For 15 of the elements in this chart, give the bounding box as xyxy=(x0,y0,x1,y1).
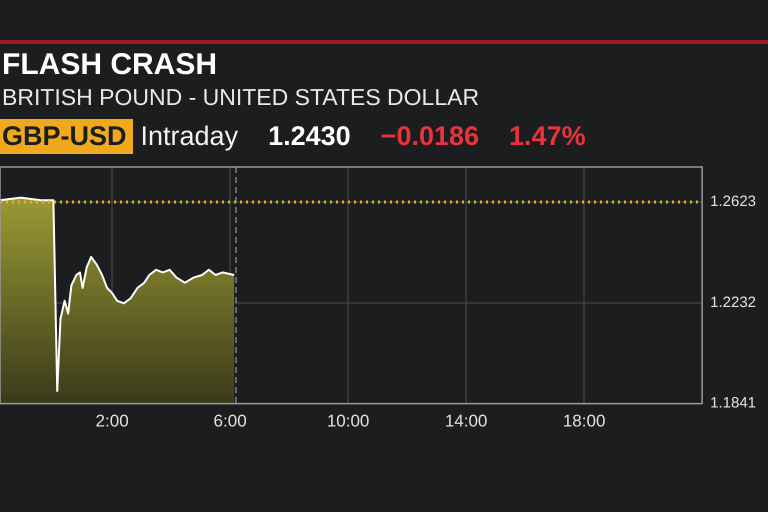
text: Intraday xyxy=(140,120,238,152)
x-tick-label: 10:00 xyxy=(326,411,370,430)
y-tick-label: 1.2232 xyxy=(710,294,756,311)
x-tick-label: 18:00 xyxy=(562,411,606,430)
y-tick-label: 1.2623 xyxy=(710,193,756,210)
x-tick-label: 2:00 xyxy=(96,411,129,430)
text: −0.0186 xyxy=(380,120,480,152)
x-tick-label: 6:00 xyxy=(214,411,247,430)
x-tick-label: 14:00 xyxy=(444,411,488,430)
y-tick-label: 1.1841 xyxy=(710,394,756,412)
text: 1.2430 xyxy=(268,120,351,152)
text: 1.47% xyxy=(509,120,586,152)
chart-subtitle: BRITISH POUND - UNITED STATES DOLLAR xyxy=(2,84,480,111)
text: GBP-USD xyxy=(0,118,133,154)
chart-title: FLASH CRASH xyxy=(2,48,217,82)
